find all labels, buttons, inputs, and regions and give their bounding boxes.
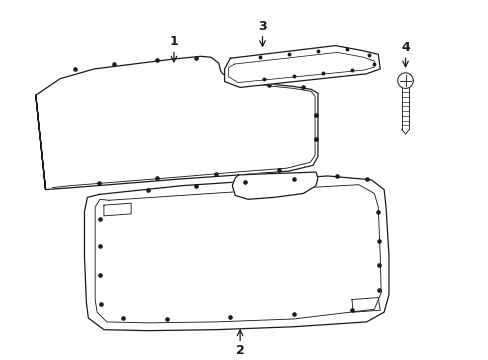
Polygon shape: [224, 46, 380, 87]
Polygon shape: [84, 176, 388, 330]
Text: 4: 4: [400, 41, 409, 54]
Text: 1: 1: [169, 35, 178, 48]
Polygon shape: [36, 56, 317, 190]
Text: 2: 2: [235, 343, 244, 357]
Polygon shape: [232, 172, 317, 199]
Text: 3: 3: [258, 20, 266, 33]
